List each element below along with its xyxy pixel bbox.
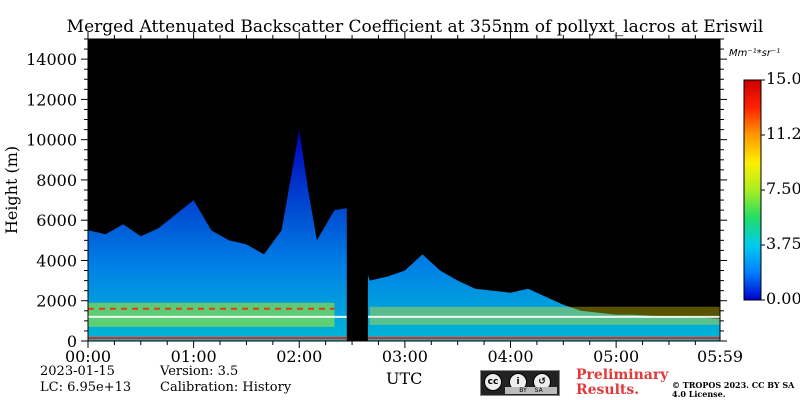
preliminary-results-label: Preliminary Results. <box>576 367 669 398</box>
x-tick-label: 03:00 <box>382 347 428 366</box>
colorbar-tick-label: 0.00 <box>766 289 800 308</box>
cc-icon: cc <box>484 373 502 391</box>
chart-title: Merged Attenuated Backscatter Coefficien… <box>66 17 764 37</box>
y-axis-label: Height (m) <box>2 146 21 234</box>
colorbar-tick-label: 15.00 <box>766 69 800 88</box>
calibration-label: Calibration: History <box>160 380 292 395</box>
colorbar <box>743 79 762 301</box>
x-tick-label: 05:00 <box>593 347 639 366</box>
y-tick-label: 6000 <box>36 211 77 230</box>
y-tick-label: 8000 <box>36 171 77 190</box>
y-tick-label: 12000 <box>26 90 77 109</box>
y-tick-label: 14000 <box>26 50 77 69</box>
y-tick-label: 10000 <box>26 131 77 150</box>
license-badge-text: BY SA <box>505 387 557 394</box>
colorbar-tick-label: 11.25 <box>766 124 800 143</box>
cc-license-badge: cc i ↺ BY SA <box>480 370 560 396</box>
signal-layer <box>88 39 720 341</box>
x-tick-label: 05:59 <box>697 347 743 366</box>
colorbar-unit: Mm⁻¹*sr⁻¹ <box>729 48 781 59</box>
y-tick-label: 0 <box>67 332 77 351</box>
lc-label: LC: 6.95e+13 <box>40 380 132 395</box>
x-tick-label: 04:00 <box>487 347 533 366</box>
high-backscatter-band <box>88 302 335 327</box>
y-tick-label: 4000 <box>36 251 77 270</box>
copyright-label: © TROPOS 2023. CC BY SA 4.0 License. <box>672 380 795 399</box>
colorbar-tick-label: 3.75 <box>766 234 800 253</box>
high-backscatter-band <box>369 306 720 325</box>
x-tick-label: 02:00 <box>276 347 322 366</box>
x-axis-label: UTC <box>386 369 423 388</box>
x-tick-label: 01:00 <box>171 347 217 366</box>
y-tick-label: 2000 <box>36 292 77 311</box>
date-label: 2023-01-15 <box>40 364 115 379</box>
no-data-gap <box>346 39 368 341</box>
version-label: Version: 3.5 <box>160 364 239 379</box>
x-tick-label: 00:00 <box>65 347 111 366</box>
aerosol-signal-area <box>88 129 720 341</box>
colorbar-tick-label: 7.50 <box>766 179 800 198</box>
